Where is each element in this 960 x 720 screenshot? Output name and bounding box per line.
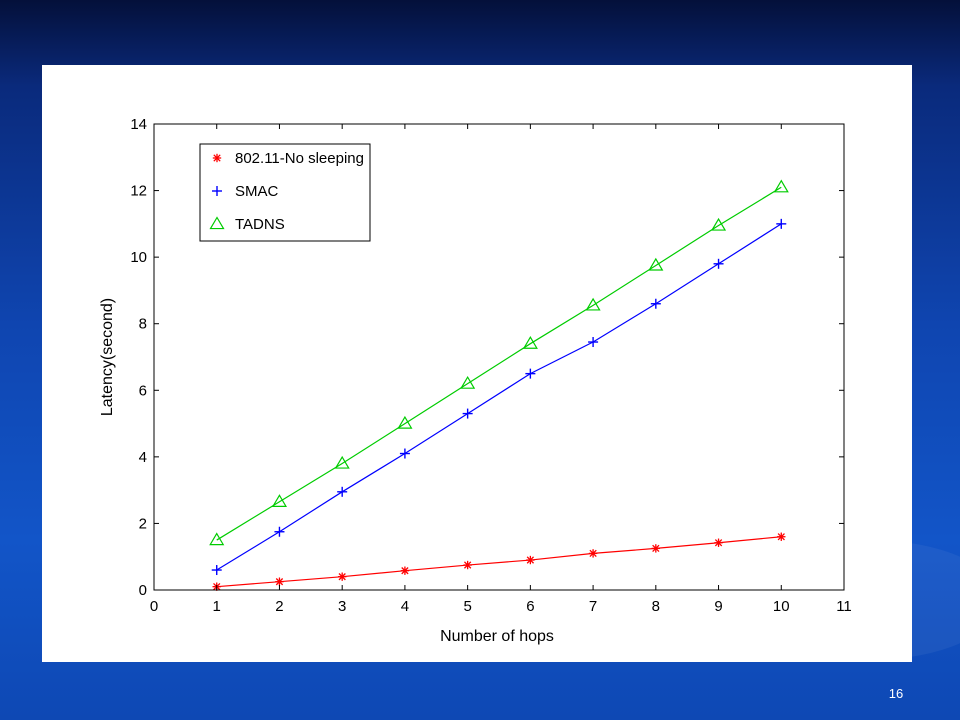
chart-figure: 0 1 2 3 4 5 6 7 8 9 10 11 0 2 4 6 8 10 12 14 Number of hops… (42, 65, 912, 662)
series-line-tadns (216, 186, 782, 541)
y-tick-label: 14 (130, 116, 147, 133)
legend-item-802-11-no-sleeping: 802.11-No sleeping (212, 150, 364, 167)
series-line-802-11-no-sleeping (216, 536, 782, 588)
data-point-tadns (460, 375, 476, 389)
y-tick-label: 12 (130, 183, 147, 200)
data-point-802-11-no-sleeping (526, 555, 535, 565)
legend-label: 802.11-No sleeping (235, 150, 364, 167)
data-point-tadns (397, 415, 413, 429)
x-tick-label: 2 (275, 598, 283, 615)
legend-box (199, 143, 371, 242)
data-point-tadns (710, 217, 727, 231)
data-point-tadns (334, 455, 350, 469)
data-point-802-11-no-sleeping (400, 566, 410, 575)
data-point-smac (274, 526, 285, 537)
x-tick-label: 11 (836, 598, 852, 615)
y-tick-label: 6 (139, 382, 147, 399)
data-point-tadns (522, 336, 538, 349)
data-point-802-11-no-sleeping (651, 544, 661, 553)
slide-number: 16 (888, 686, 904, 701)
y-axis-label: Latency(second) (99, 298, 116, 416)
legend-label: SMAC (235, 183, 279, 200)
x-tick-label: 1 (213, 598, 221, 615)
legend-item-tadns: TADNS (209, 216, 285, 233)
x-tick-label: 7 (589, 598, 597, 615)
series-smac (211, 218, 787, 576)
plot-area-frame (153, 123, 845, 591)
data-point-802-11-no-sleeping (777, 532, 786, 541)
legend-label: TADNS (235, 216, 285, 233)
x-axis-label: Number of hops (440, 628, 554, 645)
data-point-802-11-no-sleeping (337, 572, 347, 581)
x-tick-label: 8 (652, 598, 660, 615)
x-tick-label: 6 (526, 598, 534, 615)
data-point-smac (713, 258, 724, 269)
legend-marker-tadns (209, 216, 225, 230)
data-point-tadns (648, 257, 664, 271)
legend-item-smac: SMAC (212, 183, 279, 200)
data-point-tadns (773, 179, 789, 193)
data-point-tadns (271, 494, 288, 507)
x-tick-label: 5 (463, 598, 471, 615)
data-point-802-11-no-sleeping (714, 538, 723, 547)
series-line-smac (216, 223, 782, 571)
data-point-802-11-no-sleeping (588, 549, 598, 558)
series-tadns (209, 179, 789, 546)
data-point-smac (337, 486, 348, 497)
data-point-smac (776, 218, 787, 229)
data-point-smac (650, 298, 661, 309)
data-point-smac (211, 565, 222, 576)
legend-marker-802-11-no-sleeping (212, 153, 222, 163)
y-tick-label: 0 (139, 582, 147, 599)
y-tick-label: 10 (130, 249, 147, 266)
series-802-11-no-sleeping (212, 532, 786, 591)
y-tick-label: 2 (139, 515, 147, 532)
data-point-smac (399, 448, 410, 459)
x-tick-label: 3 (338, 598, 346, 615)
x-tick-label: 0 (150, 598, 158, 615)
data-point-802-11-no-sleeping (463, 560, 472, 570)
data-point-tadns (209, 532, 225, 546)
x-tick-label: 10 (773, 598, 790, 615)
data-point-smac (462, 408, 473, 419)
data-point-tadns (585, 297, 601, 311)
legend: 802.11-No sleeping SMAC TADNS (199, 143, 371, 242)
y-tick-label: 4 (139, 449, 147, 466)
x-tick-label: 4 (401, 598, 409, 615)
x-tick-label: 9 (714, 598, 722, 615)
legend-marker-smac (212, 186, 222, 196)
data-point-smac (525, 368, 536, 379)
data-point-802-11-no-sleeping (275, 577, 284, 586)
y-tick-label: 8 (139, 316, 147, 333)
data-point-smac (588, 337, 599, 348)
